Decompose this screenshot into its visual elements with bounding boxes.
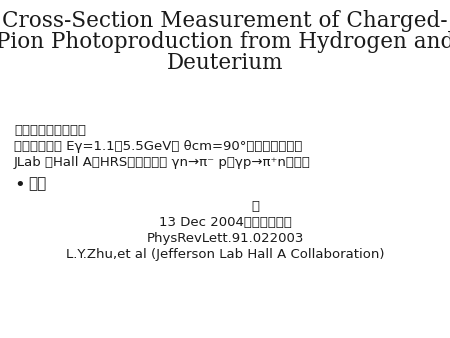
Text: Pion Photoproduction from Hydrogen and: Pion Photoproduction from Hydrogen and — [0, 31, 450, 53]
Text: L.Y.Zhu,et al (Jefferson Lab Hall A Collaboration): L.Y.Zhu,et al (Jefferson Lab Hall A Coll… — [66, 248, 384, 261]
Text: 概略: 概略 — [28, 176, 46, 191]
Text: 13 Dec 2004　　藤林　丈: 13 Dec 2004 藤林 丈 — [158, 216, 292, 229]
Text: Deuterium: Deuterium — [167, 52, 283, 74]
Text: Cross-Section Measurement of Charged-: Cross-Section Measurement of Charged- — [2, 10, 448, 32]
Text: 司: 司 — [251, 200, 259, 213]
Text: について、 Eγ=1.1～5.5GeV、 θcm=90°での微分断面積: について、 Eγ=1.1～5.5GeV、 θcm=90°での微分断面積 — [14, 140, 302, 153]
Text: の測定を行った。: の測定を行った。 — [14, 124, 86, 137]
Text: PhysRevLett.91.022003: PhysRevLett.91.022003 — [146, 232, 304, 245]
Text: •: • — [14, 176, 25, 194]
Text: JLab のHall AでHRSを用いて、 γn→π⁻ pとγp→π⁺nの反応: JLab のHall AでHRSを用いて、 γn→π⁻ pとγp→π⁺nの反応 — [14, 156, 311, 169]
